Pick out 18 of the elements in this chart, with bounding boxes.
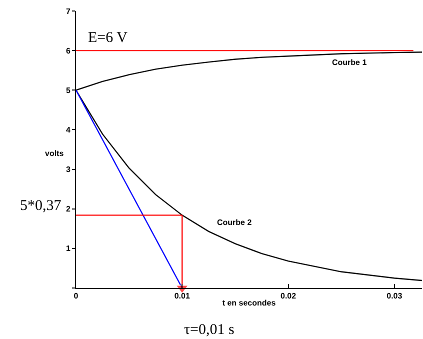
y-tick-label: 3 (66, 165, 71, 174)
y-axis-title: volts (45, 149, 64, 158)
text: 5*0,37 (20, 198, 62, 214)
text: τ=0,01 s (184, 322, 234, 338)
series-label: Courbe 1 (332, 58, 368, 67)
x-tick-label: 0.03 (386, 292, 403, 301)
y-tick-label: 7 (66, 6, 71, 16)
y-tick-label: 2 (66, 204, 71, 214)
y-tick-label: 5 (66, 86, 71, 95)
x-tick-label: 0.02 (280, 292, 297, 301)
x-tick-label: 0.01 (174, 292, 190, 301)
ref-line-label: E=6 V (88, 30, 128, 46)
series-label: Courbe 2 (217, 218, 252, 227)
y-tick-label: 6 (66, 46, 71, 56)
y-tick-label: 1 (66, 244, 71, 254)
x-tick-label: 0 (74, 292, 79, 301)
y-tick-label: 4 (66, 126, 71, 135)
x-axis-title: t en secondes (222, 298, 276, 308)
